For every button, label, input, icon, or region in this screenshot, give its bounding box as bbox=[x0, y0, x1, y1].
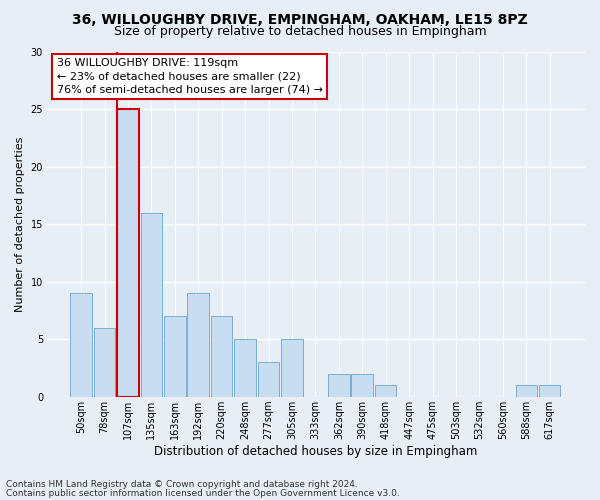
Bar bbox=[94, 328, 115, 396]
Bar bbox=[515, 385, 537, 396]
Bar bbox=[70, 293, 92, 397]
Bar bbox=[352, 374, 373, 396]
Bar bbox=[328, 374, 350, 396]
Bar bbox=[140, 212, 162, 396]
Bar bbox=[164, 316, 185, 396]
Bar bbox=[117, 109, 139, 397]
Text: Contains public sector information licensed under the Open Government Licence v3: Contains public sector information licen… bbox=[6, 489, 400, 498]
Text: Size of property relative to detached houses in Empingham: Size of property relative to detached ho… bbox=[113, 25, 487, 38]
Bar bbox=[375, 385, 397, 396]
Text: Contains HM Land Registry data © Crown copyright and database right 2024.: Contains HM Land Registry data © Crown c… bbox=[6, 480, 358, 489]
Bar bbox=[281, 339, 303, 396]
Bar bbox=[539, 385, 560, 396]
Bar bbox=[187, 293, 209, 397]
X-axis label: Distribution of detached houses by size in Empingham: Distribution of detached houses by size … bbox=[154, 444, 477, 458]
Bar bbox=[211, 316, 232, 396]
Text: 36, WILLOUGHBY DRIVE, EMPINGHAM, OAKHAM, LE15 8PZ: 36, WILLOUGHBY DRIVE, EMPINGHAM, OAKHAM,… bbox=[72, 12, 528, 26]
Bar bbox=[258, 362, 280, 396]
Bar bbox=[235, 339, 256, 396]
Text: 36 WILLOUGHBY DRIVE: 119sqm
← 23% of detached houses are smaller (22)
76% of sem: 36 WILLOUGHBY DRIVE: 119sqm ← 23% of det… bbox=[56, 58, 323, 95]
Y-axis label: Number of detached properties: Number of detached properties bbox=[15, 136, 25, 312]
